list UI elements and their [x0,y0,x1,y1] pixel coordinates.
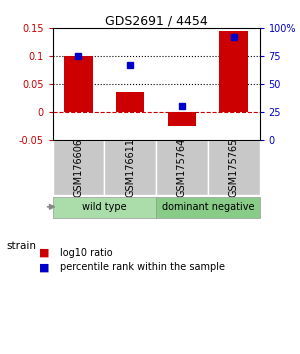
Text: wild type: wild type [82,202,127,212]
Text: GSM175764: GSM175764 [177,138,187,197]
Title: GDS2691 / 4454: GDS2691 / 4454 [105,14,207,27]
Bar [219,31,248,112]
Bar [208,139,260,195]
Bar [156,197,260,218]
Bar [52,197,156,218]
Bar [104,139,156,195]
Text: log10 ratio: log10 ratio [60,248,112,258]
Text: GSM176606: GSM176606 [74,138,83,197]
Text: dominant negative: dominant negative [161,202,254,212]
Bar [64,56,93,112]
Bar [156,139,208,195]
Text: GSM175765: GSM175765 [229,138,238,197]
Text: GSM176611: GSM176611 [125,138,135,197]
Text: ■: ■ [39,248,50,258]
Bar [168,112,196,126]
Text: percentile rank within the sample: percentile rank within the sample [60,262,225,272]
Bar [116,92,144,112]
Text: ■: ■ [39,262,50,272]
Bar [52,139,104,195]
Text: strain: strain [6,241,36,251]
